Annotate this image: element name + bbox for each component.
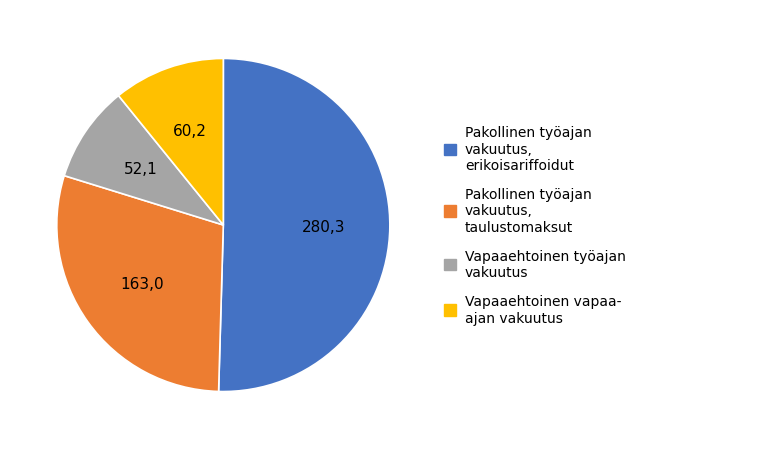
Text: 60,2: 60,2 [173,124,207,139]
Wedge shape [219,60,390,391]
Wedge shape [119,60,223,226]
Text: 280,3: 280,3 [301,220,345,235]
Legend: Pakollinen työajan
vakuutus,
erikoisariffoidut, Pakollinen työajan
vakuutus,
tau: Pakollinen työajan vakuutus, erikoisarif… [438,121,631,330]
Wedge shape [57,176,223,391]
Text: 163,0: 163,0 [120,276,164,291]
Wedge shape [64,97,223,226]
Text: 52,1: 52,1 [123,162,157,177]
